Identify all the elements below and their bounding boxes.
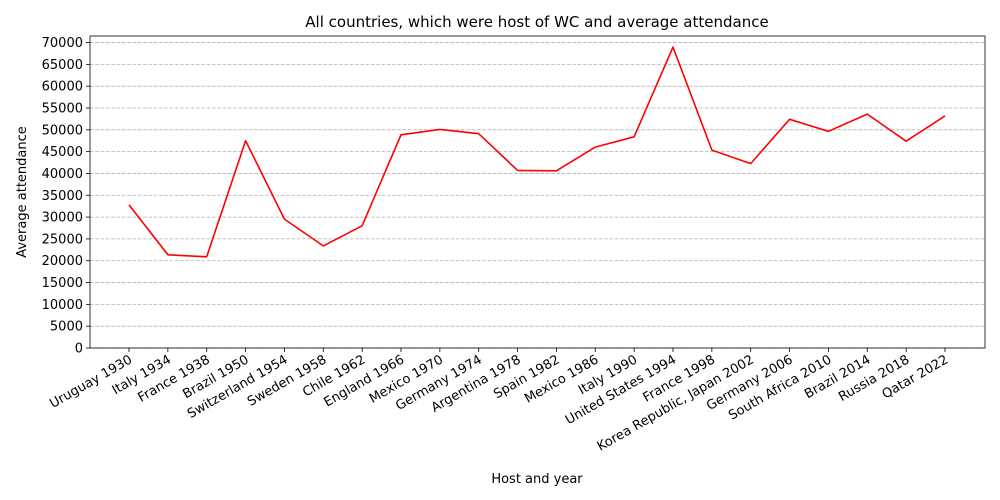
chart-title: All countries, which were host of WC and… xyxy=(305,13,768,31)
y-axis-label: Average attendance xyxy=(15,126,30,258)
y-tick-label: 65000 xyxy=(42,58,83,73)
series-line xyxy=(128,46,946,258)
y-axis-ticks: 0 5000 10000 15000 20000 25000 30000 35000 40000… xyxy=(42,36,90,357)
y-tick-label: 40000 xyxy=(42,167,83,182)
grid-lines xyxy=(90,42,985,349)
y-tick-label: 0 xyxy=(75,342,83,357)
y-tick-label: 60000 xyxy=(42,80,83,95)
y-tick-label: 10000 xyxy=(42,298,83,313)
y-tick-label: 45000 xyxy=(42,145,83,160)
y-tick-label: 15000 xyxy=(42,276,83,291)
y-tick-label: 70000 xyxy=(42,36,83,51)
x-axis-label: Host and year xyxy=(491,472,583,487)
y-tick-label: 50000 xyxy=(42,123,83,138)
y-tick-label: 5000 xyxy=(50,320,83,335)
y-tick-label: 25000 xyxy=(42,232,83,247)
y-tick-label: 30000 xyxy=(42,211,83,226)
series-line-layer xyxy=(128,46,946,258)
y-tick-label: 35000 xyxy=(42,189,83,204)
plot-frame xyxy=(89,35,986,349)
y-tick-label: 20000 xyxy=(42,254,83,269)
y-tick-label: 55000 xyxy=(42,102,83,117)
